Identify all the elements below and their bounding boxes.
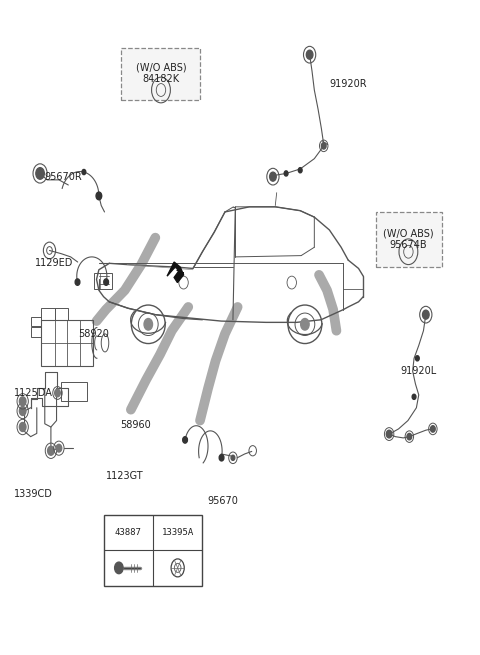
Bar bbox=[61, 382, 87, 402]
Circle shape bbox=[219, 455, 224, 461]
Circle shape bbox=[19, 407, 26, 415]
Text: 95670: 95670 bbox=[207, 496, 238, 506]
Circle shape bbox=[306, 50, 313, 59]
FancyBboxPatch shape bbox=[121, 48, 201, 100]
Text: 58960: 58960 bbox=[120, 420, 151, 430]
Circle shape bbox=[300, 318, 309, 330]
Bar bbox=[41, 309, 55, 320]
Circle shape bbox=[412, 394, 416, 400]
Circle shape bbox=[55, 389, 60, 397]
Circle shape bbox=[82, 170, 86, 175]
Bar bbox=[41, 320, 93, 366]
Circle shape bbox=[422, 310, 429, 319]
Bar bbox=[31, 328, 41, 337]
Circle shape bbox=[144, 318, 153, 330]
Circle shape bbox=[416, 356, 419, 361]
Text: 13395A: 13395A bbox=[162, 528, 194, 537]
Text: 95670R: 95670R bbox=[45, 172, 83, 181]
Text: (W/O ABS)
84182K: (W/O ABS) 84182K bbox=[136, 62, 186, 84]
Circle shape bbox=[36, 168, 44, 179]
Bar bbox=[94, 273, 112, 289]
Circle shape bbox=[115, 562, 123, 574]
Circle shape bbox=[183, 437, 187, 443]
Text: 1129ED: 1129ED bbox=[36, 258, 74, 269]
Circle shape bbox=[19, 422, 26, 432]
Circle shape bbox=[284, 171, 288, 176]
Circle shape bbox=[104, 279, 108, 286]
Bar bbox=[31, 316, 41, 326]
Circle shape bbox=[48, 446, 54, 455]
Circle shape bbox=[75, 279, 80, 286]
Polygon shape bbox=[167, 262, 183, 282]
Text: 58920: 58920 bbox=[78, 329, 108, 339]
Text: 1123GT: 1123GT bbox=[106, 472, 144, 481]
Text: (W/O ABS)
95674B: (W/O ABS) 95674B bbox=[383, 228, 434, 250]
Circle shape bbox=[299, 168, 302, 173]
Circle shape bbox=[56, 444, 62, 452]
Circle shape bbox=[431, 426, 435, 432]
Bar bbox=[104, 515, 203, 586]
Circle shape bbox=[96, 192, 102, 200]
Circle shape bbox=[386, 430, 392, 438]
Circle shape bbox=[407, 434, 412, 440]
Circle shape bbox=[270, 172, 276, 181]
Text: 1125DA: 1125DA bbox=[14, 388, 53, 398]
FancyBboxPatch shape bbox=[376, 212, 442, 267]
Bar bbox=[55, 309, 68, 320]
Text: 91920R: 91920R bbox=[329, 79, 367, 88]
Text: 43887: 43887 bbox=[115, 528, 142, 537]
Circle shape bbox=[231, 455, 235, 460]
Text: 91920L: 91920L bbox=[400, 366, 436, 376]
Text: 1339CD: 1339CD bbox=[14, 489, 53, 499]
Circle shape bbox=[322, 143, 326, 149]
Circle shape bbox=[19, 397, 26, 406]
